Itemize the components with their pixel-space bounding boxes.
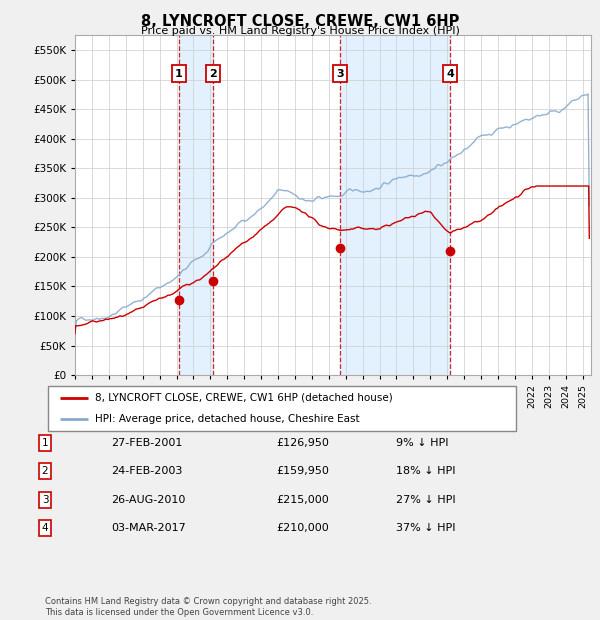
Text: 37% ↓ HPI: 37% ↓ HPI bbox=[396, 523, 455, 533]
Text: 1: 1 bbox=[175, 69, 183, 79]
Text: 24-FEB-2003: 24-FEB-2003 bbox=[111, 466, 182, 476]
Text: 27-FEB-2001: 27-FEB-2001 bbox=[111, 438, 182, 448]
Text: Price paid vs. HM Land Registry's House Price Index (HPI): Price paid vs. HM Land Registry's House … bbox=[140, 26, 460, 36]
Text: £126,950: £126,950 bbox=[276, 438, 329, 448]
Text: 4: 4 bbox=[446, 69, 454, 79]
Text: 1: 1 bbox=[41, 438, 49, 448]
Text: 2: 2 bbox=[209, 69, 217, 79]
Text: 3: 3 bbox=[336, 69, 344, 79]
FancyBboxPatch shape bbox=[48, 386, 516, 431]
Text: 8, LYNCROFT CLOSE, CREWE, CW1 6HP (detached house): 8, LYNCROFT CLOSE, CREWE, CW1 6HP (detac… bbox=[95, 393, 392, 403]
Text: 8, LYNCROFT CLOSE, CREWE, CW1 6HP: 8, LYNCROFT CLOSE, CREWE, CW1 6HP bbox=[141, 14, 459, 29]
Text: £215,000: £215,000 bbox=[276, 495, 329, 505]
Bar bbox=[340, 35, 450, 375]
Text: Contains HM Land Registry data © Crown copyright and database right 2025.
This d: Contains HM Land Registry data © Crown c… bbox=[45, 598, 371, 617]
Text: £159,950: £159,950 bbox=[276, 466, 329, 476]
Text: £210,000: £210,000 bbox=[276, 523, 329, 533]
Text: 03-MAR-2017: 03-MAR-2017 bbox=[111, 523, 186, 533]
Text: 27% ↓ HPI: 27% ↓ HPI bbox=[396, 495, 455, 505]
Text: 9% ↓ HPI: 9% ↓ HPI bbox=[396, 438, 449, 448]
Text: 3: 3 bbox=[41, 495, 49, 505]
Text: 4: 4 bbox=[41, 523, 49, 533]
Text: 26-AUG-2010: 26-AUG-2010 bbox=[111, 495, 185, 505]
Text: 18% ↓ HPI: 18% ↓ HPI bbox=[396, 466, 455, 476]
Text: 2: 2 bbox=[41, 466, 49, 476]
Text: HPI: Average price, detached house, Cheshire East: HPI: Average price, detached house, Ches… bbox=[95, 414, 359, 424]
Bar bbox=[179, 35, 213, 375]
